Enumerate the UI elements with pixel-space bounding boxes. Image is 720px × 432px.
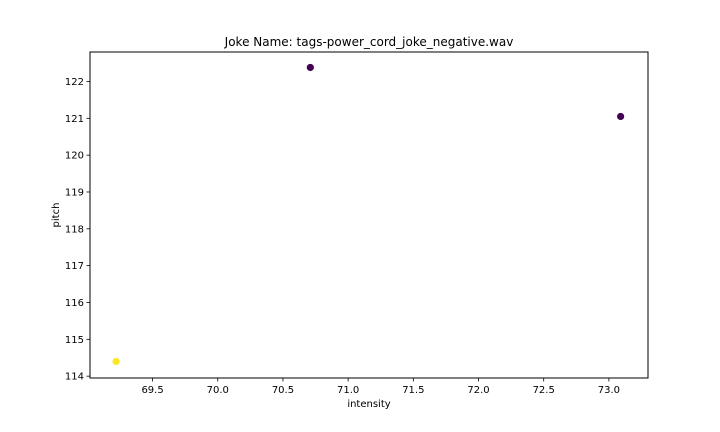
y-tick-label: 114 — [65, 372, 84, 383]
plot-area: 69.5 70.0 70.5 71.0 71.5 72.0 72.5 73.0 1141151… — [65, 51, 649, 396]
y-tick-label: 118 — [65, 224, 84, 235]
y-tick-label: 119 — [65, 187, 84, 198]
x-axis-label: intensity — [347, 399, 390, 410]
data-points — [112, 63, 625, 366]
y-axis-ticks: 114 115 116 117 118 119 120 121 122 — [65, 77, 90, 383]
scatter-point — [112, 357, 120, 366]
y-axis-label: pitch — [51, 203, 62, 228]
x-tick-label: 71.5 — [402, 385, 424, 396]
x-tick-label: 72.5 — [533, 385, 555, 396]
x-tick-label: 73.0 — [598, 385, 620, 396]
x-tick-label: 71.0 — [337, 385, 359, 396]
x-axis-ticks: 69.5 70.0 70.5 71.0 71.5 72.0 72.5 73.0 — [141, 378, 620, 396]
y-tick-label: 117 — [65, 261, 84, 272]
y-tick-label: 116 — [65, 298, 84, 309]
scatter-point — [617, 112, 625, 121]
x-tick-label: 69.5 — [141, 385, 163, 396]
chart-title: Joke Name: tags-power_cord_joke_negative… — [224, 35, 514, 49]
y-tick-label: 122 — [65, 77, 84, 88]
x-tick-label: 70.0 — [207, 385, 229, 396]
axes-frame — [89, 51, 649, 379]
y-tick-label: 120 — [65, 151, 84, 162]
y-tick-label: 115 — [65, 335, 84, 346]
scatter-point — [306, 63, 314, 72]
x-tick-label: 72.0 — [467, 385, 489, 396]
x-tick-label: 70.5 — [272, 385, 294, 396]
y-tick-label: 121 — [65, 114, 84, 125]
